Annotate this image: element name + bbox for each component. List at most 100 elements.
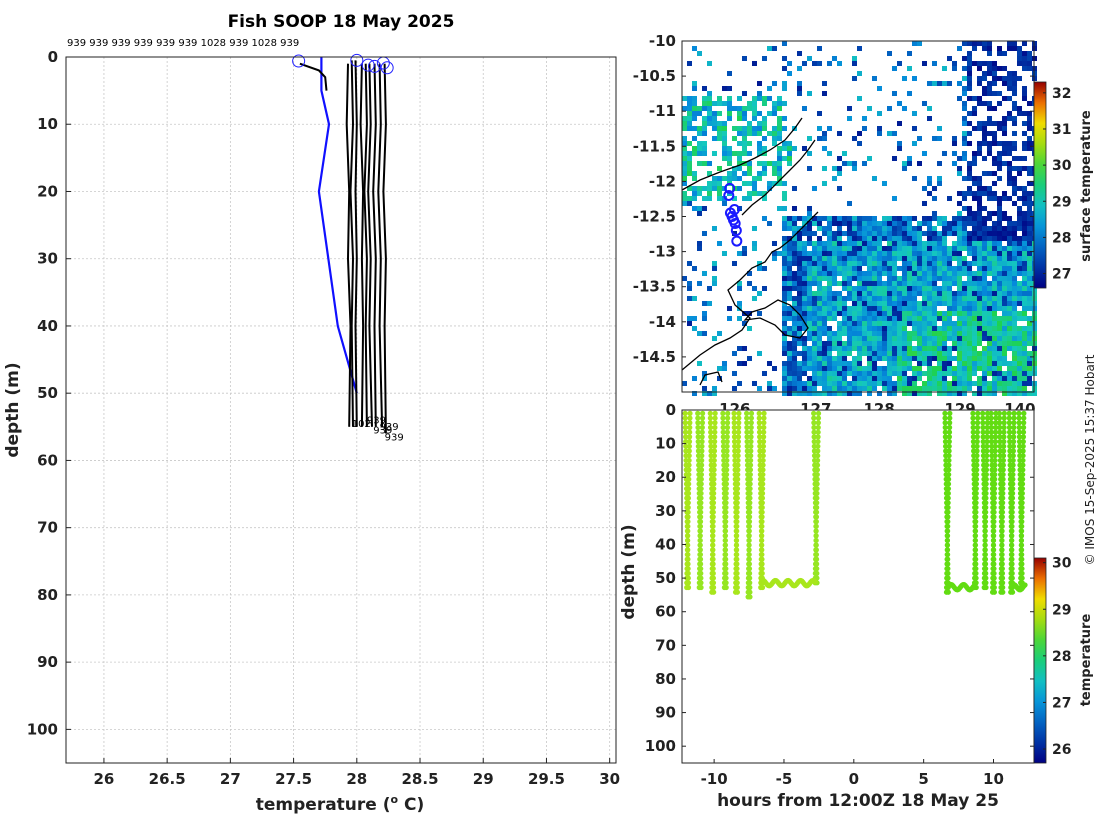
profile-ylabel: depth (m) xyxy=(3,362,23,457)
time-sample-dot xyxy=(945,514,951,520)
time-sample-dot xyxy=(731,429,737,435)
time-sample-dot xyxy=(984,453,990,459)
time-sample-dot xyxy=(1020,462,1026,468)
time-sample-dot xyxy=(1000,471,1006,478)
time-sample-dot xyxy=(982,537,988,544)
time-sample-dot xyxy=(746,551,752,558)
time-sample-dot xyxy=(946,434,953,440)
time-sample-dot xyxy=(991,533,997,539)
time-sample-dot xyxy=(686,467,692,473)
time-sample-dot xyxy=(711,490,717,496)
time-sample-dot xyxy=(747,495,753,501)
time-sample-dot xyxy=(720,434,726,440)
time-sample-dot xyxy=(1016,410,1022,416)
time-sample-dot xyxy=(723,481,729,487)
time-sample-dot xyxy=(744,443,750,449)
time-sample-dot xyxy=(685,509,691,515)
time-sample-dot xyxy=(711,467,717,473)
time-sample-dot xyxy=(1019,519,1025,525)
time-sample-dot xyxy=(1009,542,1015,548)
time-sample-dot xyxy=(945,519,951,525)
time-sample-dot xyxy=(999,542,1005,548)
time-sample-dot xyxy=(981,570,988,576)
time-sample-dot xyxy=(682,429,689,435)
time-sample-dot xyxy=(814,495,820,501)
time-sample-dot xyxy=(1000,486,1006,492)
time-sample-dot xyxy=(1000,453,1007,459)
time-sample-dot xyxy=(974,471,980,478)
time-sample-dot xyxy=(981,580,987,586)
time-sample-dot xyxy=(748,415,755,421)
time-sample-dot xyxy=(1001,410,1007,416)
time-sample-dot xyxy=(1008,561,1014,567)
time-sample-dot xyxy=(970,415,976,421)
time-sample-dot xyxy=(696,570,703,576)
time-sample-dot xyxy=(811,429,817,435)
coastline xyxy=(681,211,819,371)
time-sample-dot xyxy=(712,439,718,445)
time-sample-dot xyxy=(724,448,730,454)
time-sample-dot xyxy=(760,471,766,478)
map-ytick-label: -13 xyxy=(649,243,676,261)
time-sample-dot xyxy=(735,453,741,459)
time-sample-dot xyxy=(1016,420,1022,426)
time-sample-dot xyxy=(982,561,988,567)
time-sample-dot xyxy=(722,551,728,558)
time-sample-dot xyxy=(684,547,691,553)
time-sample-dot xyxy=(759,509,765,515)
time-sample-dot xyxy=(695,429,701,435)
time-sample-dot xyxy=(735,467,741,473)
time-sample-dot xyxy=(1001,448,1007,454)
time-sample-dot xyxy=(813,514,820,520)
map-colorbar xyxy=(1033,81,1047,289)
time-sample-dot xyxy=(682,434,689,440)
time-sample-dot xyxy=(946,467,952,473)
time-sample-dot xyxy=(970,443,977,449)
time-sample-dot xyxy=(974,429,981,435)
time-sample-dot xyxy=(748,434,754,440)
time-sample-dot xyxy=(725,415,731,421)
time-sample-dot xyxy=(712,434,718,440)
map-ytick-label: -10.5 xyxy=(633,67,676,85)
time-sample-dot xyxy=(999,528,1005,534)
time-sample-dot xyxy=(972,528,979,534)
time-sample-dot xyxy=(943,589,950,595)
profile-xtick-label: 26.5 xyxy=(149,770,186,788)
map-ytick-label: -14.5 xyxy=(633,348,676,366)
time-sample-dot xyxy=(685,519,691,525)
time-sample-dot xyxy=(980,429,986,435)
time-sample-dot xyxy=(695,443,701,449)
time-sample-dot xyxy=(970,439,977,445)
time-sample-dot xyxy=(731,434,738,440)
time-sample-dot xyxy=(998,589,1004,595)
time-sample-dot xyxy=(1021,410,1027,416)
time-sample-dot xyxy=(972,566,978,572)
time-sample-dot xyxy=(999,523,1005,529)
time-sample-dot xyxy=(700,410,706,416)
time-sample-dot xyxy=(982,551,988,558)
time-sample-dot xyxy=(945,481,952,487)
time-sample-dot xyxy=(685,533,691,539)
time-sample-dot xyxy=(724,453,730,459)
time-sample-dot xyxy=(815,429,821,435)
profile-black-7 xyxy=(367,63,373,427)
profile-black-1 xyxy=(299,62,328,91)
time-sample-dot xyxy=(723,504,729,511)
time-sample-dot xyxy=(711,443,718,449)
time-sample-dot xyxy=(711,453,717,459)
time-sample-dot xyxy=(815,448,821,454)
time-sample-dot xyxy=(990,566,996,572)
time-sample-dot xyxy=(988,434,995,440)
time-sample-dot xyxy=(697,528,703,534)
time-colorbar-tick-label: 29 xyxy=(1052,602,1071,618)
time-sample-dot xyxy=(945,528,951,534)
time-sample-dot xyxy=(746,514,753,520)
time-sample-dot xyxy=(710,547,716,553)
time-sample-dot xyxy=(709,570,715,576)
time-sample-dot xyxy=(990,547,996,553)
time-sample-dot xyxy=(945,490,951,496)
time-sample-dot xyxy=(687,429,693,435)
time-sample-dot xyxy=(970,424,976,431)
time-sample-dot xyxy=(815,443,821,449)
time-sample-dot xyxy=(1011,424,1017,431)
